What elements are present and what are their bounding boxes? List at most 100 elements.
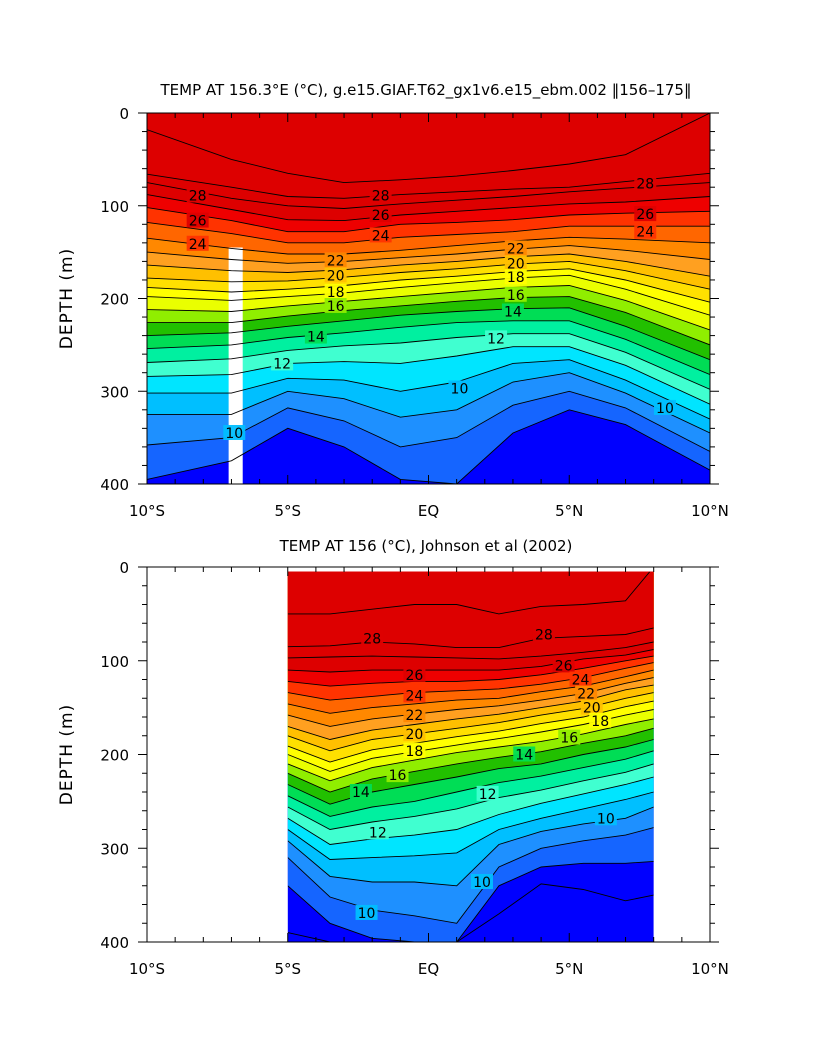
contour-label-bg bbox=[504, 269, 527, 285]
x-tick-label: EQ bbox=[418, 960, 439, 978]
contour-label-bg bbox=[504, 255, 527, 271]
y-tick-label: 300 bbox=[100, 840, 129, 858]
contour-label-bg bbox=[369, 187, 392, 203]
contour-label: 16 bbox=[560, 731, 578, 747]
contour-label-bg bbox=[403, 687, 426, 703]
isotherm-line bbox=[147, 253, 710, 277]
contour-label: 18 bbox=[507, 270, 525, 286]
isotherm-line bbox=[287, 883, 654, 942]
top-panel-contours bbox=[147, 113, 710, 484]
y-tick-label: 0 bbox=[119, 105, 129, 123]
contour-label-bg bbox=[580, 699, 603, 715]
contour-label: 14 bbox=[504, 304, 522, 320]
contour-label-bg bbox=[558, 729, 581, 745]
isotherm-line bbox=[287, 763, 654, 830]
y-tick-label: 200 bbox=[100, 747, 129, 765]
contour-label: 12 bbox=[487, 331, 505, 347]
top-panel-fills bbox=[147, 113, 710, 484]
contour-label-bg bbox=[569, 671, 592, 687]
contour-label: 16 bbox=[507, 288, 525, 304]
contour-label: 10 bbox=[656, 401, 674, 417]
contour-label: 14 bbox=[307, 330, 325, 346]
contour-label: 26 bbox=[555, 658, 573, 674]
contour-label: 18 bbox=[406, 744, 424, 760]
contour-label-bg bbox=[324, 297, 347, 313]
contour-label-bg bbox=[552, 657, 575, 673]
top-panel-y-axis-title: DEPTH (m) bbox=[57, 248, 77, 349]
contour-label-bg bbox=[324, 267, 347, 283]
contour-label: 10 bbox=[451, 381, 469, 397]
contour-label: 24 bbox=[189, 237, 207, 253]
isotherm-line bbox=[147, 207, 710, 233]
contour-label-bg bbox=[485, 330, 508, 346]
contour-label: 22 bbox=[577, 687, 595, 703]
contour-label: 20 bbox=[327, 268, 345, 284]
isotherm-line bbox=[287, 718, 654, 782]
isotherm-line bbox=[147, 113, 710, 184]
contour-label-bg bbox=[594, 810, 617, 826]
contour-label: 22 bbox=[507, 241, 525, 257]
y-tick-label: 100 bbox=[100, 198, 129, 216]
isotherm-line bbox=[147, 236, 710, 255]
contour-label-bg bbox=[470, 874, 493, 889]
contour-label-bg bbox=[186, 235, 209, 251]
contour-label-bg bbox=[386, 767, 409, 783]
contour-label-bg bbox=[634, 206, 657, 222]
contour-label-bg bbox=[403, 666, 426, 682]
contour-label-bg bbox=[324, 252, 347, 268]
isotherm-line bbox=[147, 172, 710, 199]
contour-label: 28 bbox=[636, 176, 654, 192]
y-tick-label: 100 bbox=[100, 653, 129, 671]
contour-label-bg bbox=[223, 424, 246, 440]
contour-label: 12 bbox=[273, 356, 291, 372]
contour-label-bg bbox=[532, 626, 555, 642]
contour-label: 26 bbox=[372, 208, 390, 224]
isotherm-line bbox=[287, 684, 654, 740]
bottom-panel-axes: 10°S 5°S EQ 5°N 10°N 0 100 200 300 400 bbox=[100, 559, 729, 978]
contour-label: 28 bbox=[363, 631, 381, 647]
isotherm-line bbox=[147, 307, 710, 361]
isotherm-line bbox=[147, 285, 710, 331]
contour-label-bg bbox=[653, 399, 676, 415]
isotherm-line bbox=[147, 320, 710, 376]
x-tick-label: 10°N bbox=[691, 502, 729, 520]
contour-label: 28 bbox=[189, 189, 207, 205]
contour-label-bg bbox=[504, 286, 527, 302]
x-tick-label: 5°S bbox=[274, 502, 301, 520]
bottom-panel-contour-labels: 28 28262624242222202018181616141412121010… bbox=[349, 626, 617, 922]
isotherm-line bbox=[147, 333, 710, 390]
isotherm-line bbox=[147, 390, 710, 452]
contour-label: 10 bbox=[358, 906, 376, 922]
x-tick-label: 5°S bbox=[274, 960, 301, 978]
contour-label: 10 bbox=[597, 811, 615, 827]
contour-label-bg bbox=[271, 355, 294, 371]
contour-label: 16 bbox=[327, 299, 345, 315]
x-tick-label: 10°S bbox=[129, 502, 165, 520]
contour-label: 24 bbox=[372, 228, 390, 244]
isotherm-line bbox=[287, 669, 654, 714]
isotherm-line bbox=[287, 860, 654, 942]
x-tick-label: 10°S bbox=[129, 960, 165, 978]
contour-label-bg bbox=[448, 380, 471, 396]
contour-label: 26 bbox=[189, 214, 207, 230]
isotherm-line bbox=[147, 296, 710, 346]
isotherm-line bbox=[287, 655, 654, 687]
contour-label: 24 bbox=[572, 673, 590, 689]
contour-label: 28 bbox=[535, 628, 553, 644]
isotherm-line bbox=[147, 221, 710, 244]
contour-label-bg bbox=[369, 207, 392, 223]
contour-label-bg bbox=[403, 742, 426, 758]
contour-band bbox=[287, 571, 650, 614]
contour-label-bg bbox=[186, 187, 209, 203]
isotherm-line bbox=[287, 627, 654, 649]
isotherm-line bbox=[287, 791, 654, 860]
y-tick-label: 400 bbox=[100, 934, 129, 952]
contour-label-bg bbox=[186, 212, 209, 228]
contour-label: 20 bbox=[406, 727, 424, 743]
contour-label-bg bbox=[589, 712, 612, 728]
contour-label: 12 bbox=[369, 825, 387, 841]
contour-label-bg bbox=[304, 328, 327, 344]
contour-label: 10 bbox=[473, 875, 491, 891]
